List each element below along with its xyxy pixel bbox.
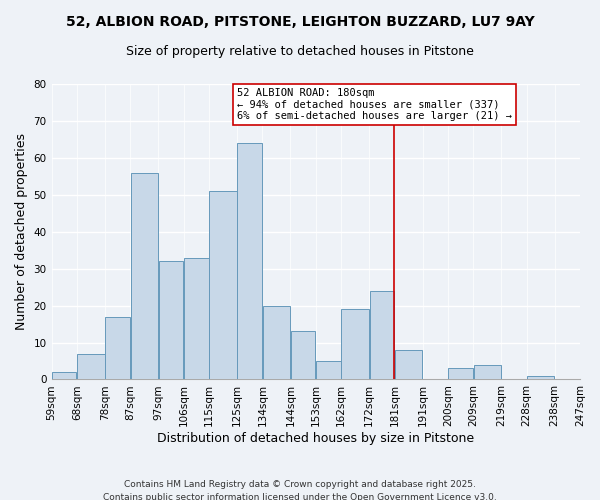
Bar — [209, 191, 236, 380]
Text: 52, ALBION ROAD, PITSTONE, LEIGHTON BUZZARD, LU7 9AY: 52, ALBION ROAD, PITSTONE, LEIGHTON BUZZ… — [65, 15, 535, 29]
Y-axis label: Number of detached properties: Number of detached properties — [15, 133, 28, 330]
Bar — [527, 376, 554, 380]
Bar — [52, 372, 76, 380]
Text: Size of property relative to detached houses in Pitstone: Size of property relative to detached ho… — [126, 45, 474, 58]
Bar — [370, 291, 394, 380]
Text: Contains public sector information licensed under the Open Government Licence v3: Contains public sector information licen… — [103, 492, 497, 500]
Bar — [316, 361, 341, 380]
Bar — [184, 258, 209, 380]
Bar — [448, 368, 473, 380]
Bar — [238, 143, 262, 380]
Bar — [131, 172, 158, 380]
Bar — [473, 364, 501, 380]
Text: 52 ALBION ROAD: 180sqm
← 94% of detached houses are smaller (337)
6% of semi-det: 52 ALBION ROAD: 180sqm ← 94% of detached… — [237, 88, 512, 121]
Bar — [341, 310, 369, 380]
Bar — [159, 262, 183, 380]
Bar — [106, 316, 130, 380]
Bar — [395, 350, 422, 380]
Text: Contains HM Land Registry data © Crown copyright and database right 2025.: Contains HM Land Registry data © Crown c… — [124, 480, 476, 489]
Bar — [77, 354, 104, 380]
Bar — [291, 332, 316, 380]
X-axis label: Distribution of detached houses by size in Pitstone: Distribution of detached houses by size … — [157, 432, 475, 445]
Bar — [263, 306, 290, 380]
